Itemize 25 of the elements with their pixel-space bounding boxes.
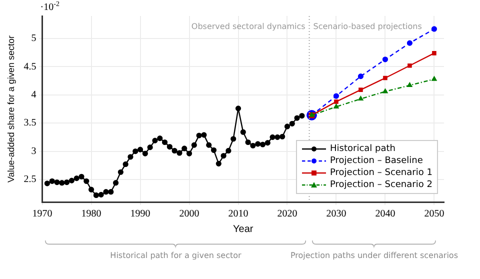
y-tick-label: 3 (31, 146, 36, 157)
x-tick-label: 2030 (326, 208, 346, 220)
legend-label: Projection – Scenario 2 (330, 179, 432, 191)
x-tick-label: 2050 (424, 208, 444, 220)
x-tick-label: 2000 (179, 208, 200, 220)
legend-label: Projection – Baseline (330, 155, 423, 167)
text: Historical path for a given sector (110, 251, 242, 260)
x-axis-title: Year (233, 224, 254, 235)
y-tick-label: 4 (31, 90, 36, 101)
x-tick-label: 2020 (277, 208, 298, 220)
annotation: Scenario-based projections (313, 22, 422, 32)
x-tick-label: 1980 (81, 208, 102, 220)
annotation: Observed sectoral dynamics (191, 22, 306, 32)
y-axis-title: Value-added share for a given sector (6, 36, 16, 182)
y-tick-label: 5 (31, 33, 36, 44)
y-tick-label: 4.5 (24, 61, 36, 72)
text: Projection paths under different scenarios (290, 251, 458, 260)
legend-label: Projection – Scenario 1 (330, 167, 432, 179)
x-tick-label: 2010 (228, 208, 248, 220)
legend-label: Historical path (330, 143, 396, 155)
x-tick-label: 1990 (130, 208, 150, 220)
y-tick-label: 2.5 (24, 174, 36, 186)
x-tick-label: 1970 (32, 208, 52, 220)
x-tick-label: 2040 (375, 208, 396, 220)
y-tick-label: 3.5 (24, 118, 36, 129)
